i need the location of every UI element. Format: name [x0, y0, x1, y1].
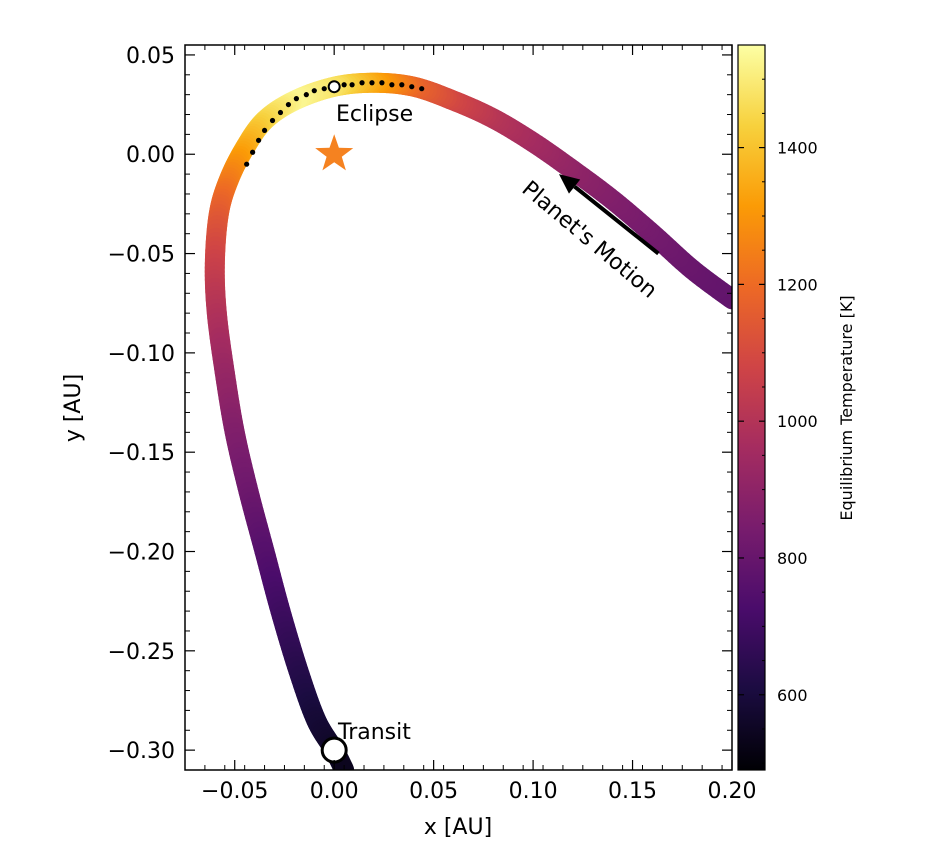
x-tick-label: −0.05 [201, 779, 268, 804]
colorbar-ticks: 600 800 1000 1200 1400 [738, 44, 818, 764]
x-tick-label: 0.15 [608, 779, 657, 804]
x-tick-label: 0.10 [509, 779, 558, 804]
eclipse-dot [255, 137, 262, 143]
y-tick-label: 0.00 [126, 143, 175, 168]
star-marker [315, 134, 354, 171]
y-tick-label: 0.05 [126, 44, 175, 69]
arrow-head [558, 174, 581, 194]
colorbar-tick-label: 600 [777, 686, 808, 705]
eclipse-dot [419, 86, 425, 92]
eclipse-dot [409, 84, 415, 90]
eclipse-dot [303, 92, 309, 98]
eclipse-dot [389, 82, 395, 88]
eclipse-dot [269, 117, 276, 124]
y-tick-label: −0.15 [108, 441, 175, 466]
eclipse-dot [311, 88, 317, 94]
y-tick-label: −0.20 [108, 541, 175, 566]
plot-background [185, 45, 732, 770]
colorbar-label: Equilibrium Temperature [K] [837, 295, 856, 520]
eclipse-dot [349, 82, 355, 88]
plot-area: Eclipse Transit Planet's Motion −0.05 0.0… [108, 44, 757, 804]
arrow-shaft [573, 185, 660, 256]
eclipse-dot [285, 101, 292, 108]
eclipse-dot [399, 82, 405, 88]
eclipse-dot [379, 80, 385, 86]
eclipse-dot [277, 109, 284, 116]
x-axis-label: x [AU] [424, 815, 492, 840]
eclipse-dot [261, 127, 268, 134]
eclipse-marker [327, 80, 341, 94]
colorbar-tick-label: 1000 [777, 412, 818, 431]
colorbar-fill [738, 45, 765, 770]
colorbar-tick-label: 800 [777, 549, 808, 568]
transit-label: Transit [337, 720, 411, 745]
x-tick-label: 0.05 [409, 779, 458, 804]
eclipse-dot [321, 86, 327, 92]
eclipse-label: Eclipse [336, 102, 413, 127]
colorbar-tick-label: 1200 [777, 275, 818, 294]
colorbar-frame [737, 44, 766, 771]
colorbar: 600 800 1000 1200 1400 Equilibrium Temperatu… [737, 44, 856, 771]
colorbar-tick-label: 1400 [777, 139, 818, 158]
eclipse-dot [250, 149, 256, 155]
eclipse-dot [244, 161, 250, 167]
x-ticks: −0.05 0.00 0.05 0.10 0.15 0.20 [184, 45, 757, 804]
y-axis-label: y [AU] [61, 374, 86, 442]
y-ticks: 0.05 0.00 −0.05 −0.10 −0.15 −0.20 −0.25 −0.30 [108, 44, 732, 771]
y-tick-label: −0.30 [108, 739, 175, 764]
eclipse-dot [293, 96, 299, 102]
y-tick-label: −0.10 [108, 342, 175, 367]
x-tick-label: 0.00 [310, 779, 359, 804]
eclipse-dot [369, 80, 375, 86]
eclipse-dot [359, 80, 365, 86]
x-tick-label: 0.20 [708, 779, 757, 804]
y-tick-label: −0.25 [108, 640, 175, 665]
plot-frame [184, 44, 733, 771]
motion-arrow [558, 174, 660, 256]
y-tick-label: −0.05 [108, 243, 175, 268]
eclipse-dot [341, 82, 347, 88]
